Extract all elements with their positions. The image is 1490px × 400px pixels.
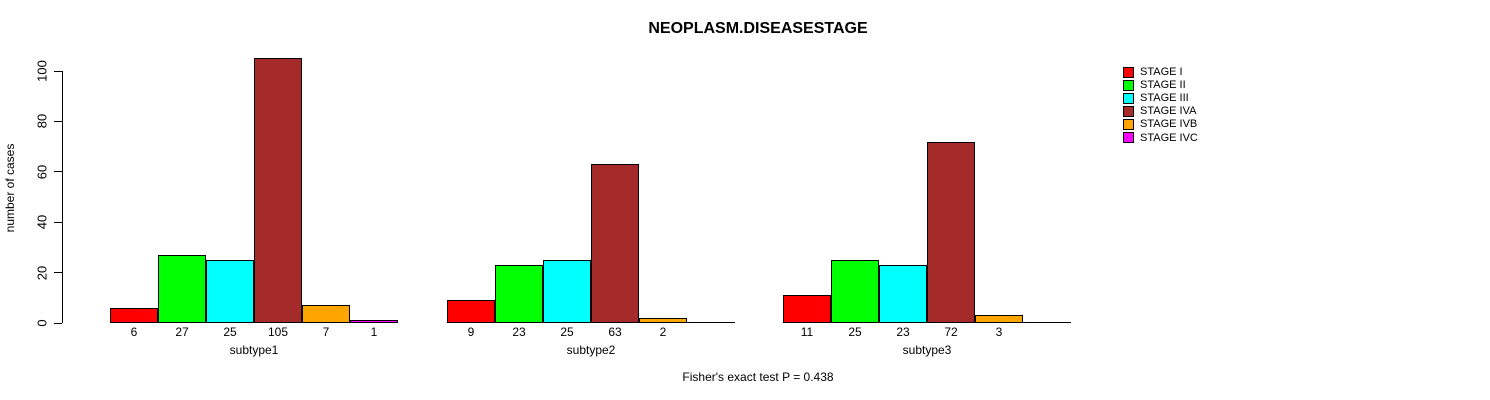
bar-value-label: 2 [659, 325, 667, 339]
bar-value-label: 11 [800, 325, 814, 339]
bar [783, 295, 831, 323]
y-axis-line [62, 71, 63, 323]
bar [543, 260, 591, 323]
bar [879, 265, 927, 323]
legend-swatch [1123, 105, 1134, 117]
y-tick-label: 40 [34, 214, 50, 230]
bar-value-label: 25 [223, 325, 237, 339]
chart-title: NEOPLASM.DISEASESTAGE [648, 20, 868, 37]
legend-swatch [1123, 132, 1134, 143]
bar [206, 260, 254, 323]
y-tick [54, 171, 62, 173]
legend-item: STAGE III [1123, 92, 1189, 105]
bar-value-label: 27 [175, 325, 189, 339]
zero-bar-line [687, 322, 735, 323]
legend-item: STAGE I [1123, 66, 1183, 79]
legend-swatch [1123, 92, 1134, 104]
bar-value-label: 72 [944, 325, 958, 339]
legend-item: STAGE IVA [1123, 105, 1196, 118]
bar [591, 164, 639, 323]
bar [639, 318, 687, 323]
bar [495, 265, 543, 323]
legend-label: STAGE I [1140, 66, 1183, 78]
legend-item: STAGE IVC [1123, 131, 1198, 144]
y-tick-label: 20 [34, 265, 50, 280]
bar-value-label: 23 [512, 325, 526, 339]
bar-value-label: 1 [370, 325, 378, 339]
bar-value-label: 63 [608, 325, 622, 339]
legend-item: STAGE IVB [1123, 118, 1197, 131]
y-tick-label: 100 [34, 60, 50, 82]
zero-bar-line [1023, 322, 1071, 323]
bar-value-label: 23 [896, 325, 910, 339]
legend-label: STAGE IVC [1140, 131, 1198, 144]
legend-label: STAGE II [1140, 79, 1186, 92]
y-tick-label: 80 [34, 114, 50, 129]
y-tick [54, 322, 62, 324]
bar-value-label: 25 [560, 325, 574, 339]
bar-value-label: 105 [267, 325, 289, 339]
bar-value-label: 25 [848, 325, 862, 339]
bar [831, 260, 879, 323]
legend-label: STAGE IVB [1140, 118, 1198, 131]
legend-swatch [1123, 66, 1134, 78]
bar [447, 300, 495, 323]
x-category-label: subtype2 [566, 343, 616, 357]
bar [302, 305, 350, 323]
annotation-text: Fisher's exact test P = 0.438 [682, 370, 834, 384]
bar [110, 308, 158, 323]
bar [927, 142, 975, 323]
legend-swatch [1123, 118, 1134, 130]
legend-label: STAGE III [1140, 92, 1189, 105]
bar [254, 58, 302, 323]
x-category-label: subtype1 [229, 343, 279, 357]
bar-value-label: 9 [467, 325, 475, 339]
y-tick-label: 0 [34, 319, 50, 327]
x-category-label: subtype3 [902, 343, 952, 357]
y-tick-label: 60 [34, 164, 50, 180]
bar [158, 255, 206, 323]
bar [975, 315, 1023, 323]
y-tick [54, 120, 62, 122]
y-tick [54, 221, 62, 223]
bar [350, 320, 398, 323]
bar-value-label: 7 [322, 325, 330, 339]
bar-value-label: 6 [130, 325, 138, 339]
bar-value-label: 3 [995, 325, 1003, 339]
y-tick [54, 70, 62, 72]
legend-label: STAGE IVA [1140, 105, 1197, 118]
legend-swatch [1123, 79, 1134, 91]
y-axis-label: number of cases [3, 143, 17, 233]
legend-item: STAGE II [1123, 79, 1186, 92]
y-tick [54, 272, 62, 274]
